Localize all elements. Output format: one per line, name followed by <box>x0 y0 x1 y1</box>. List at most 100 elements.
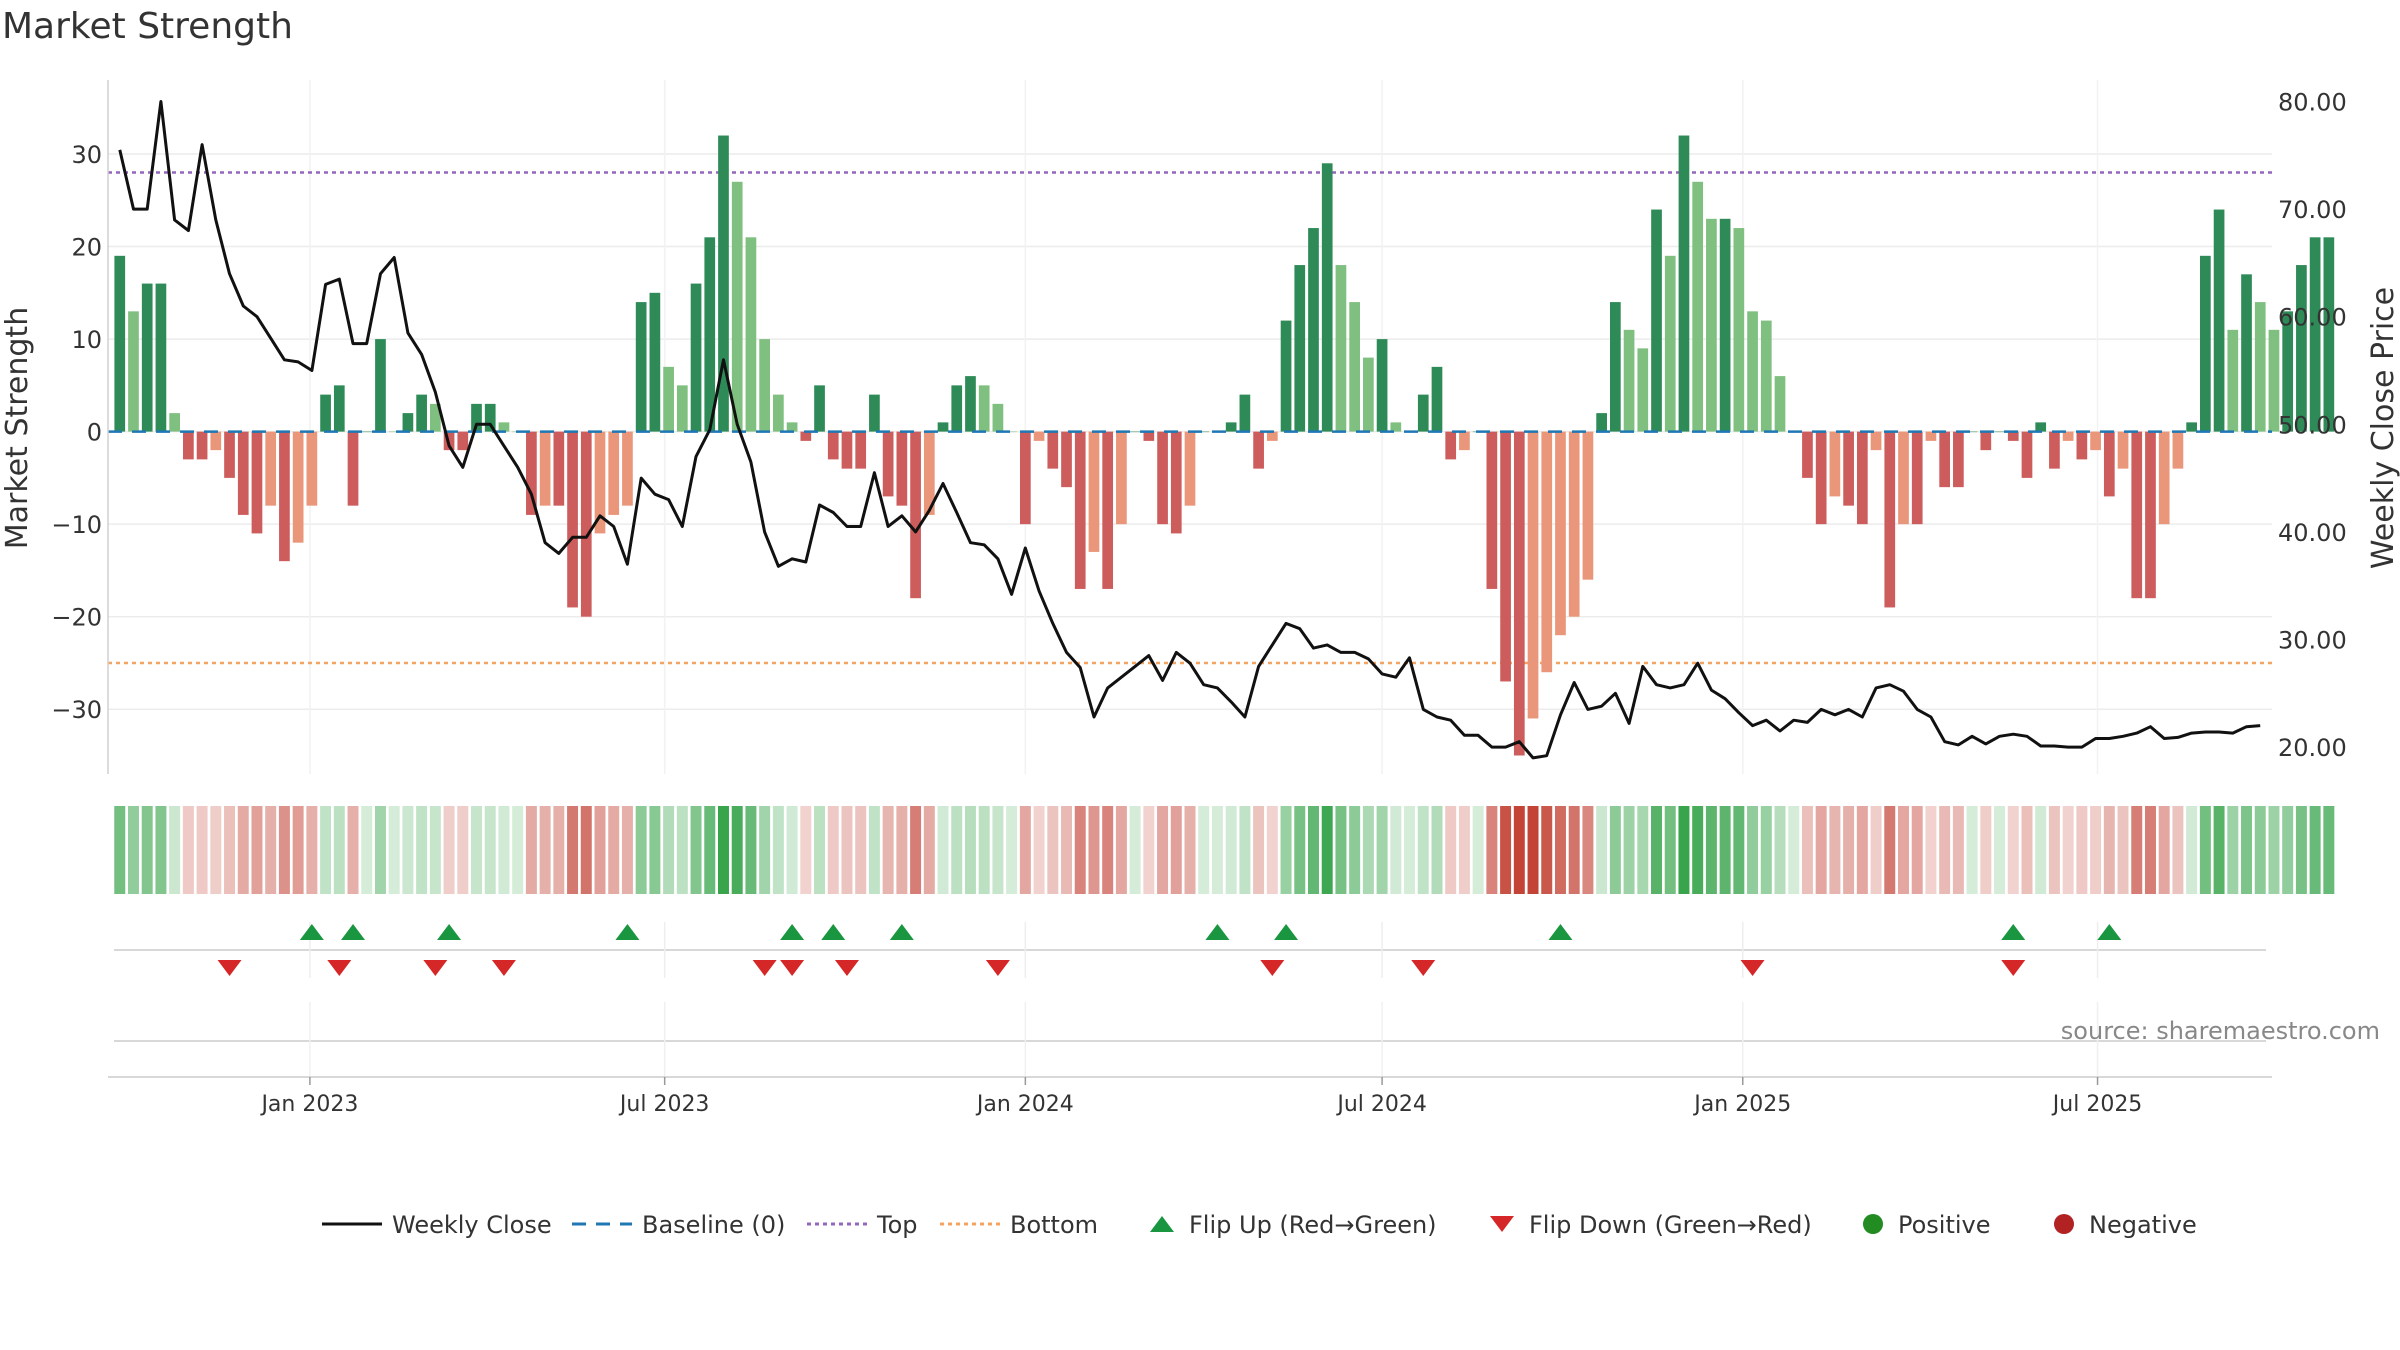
heat-cell <box>2241 806 2253 894</box>
x-tick-label: Jan 2023 <box>259 1092 358 1117</box>
y-tick-label-left: −20 <box>51 604 102 632</box>
strength-bar <box>1335 265 1347 432</box>
strength-bar <box>196 431 208 460</box>
strength-bar <box>2268 329 2280 432</box>
strength-bar <box>937 422 949 432</box>
heat-cell <box>292 806 304 894</box>
heat-cell <box>1061 806 1072 894</box>
legend-label: Positive <box>1898 1211 1991 1239</box>
x-tick-label: Jan 2025 <box>1692 1092 1791 1117</box>
heat-cell <box>265 806 277 894</box>
heat-cell <box>141 806 153 894</box>
heat-cell <box>745 806 757 894</box>
heat-cell <box>224 806 236 894</box>
heat-cell <box>1664 806 1676 894</box>
heat-cell <box>361 806 373 894</box>
strength-bar <box>1774 376 1786 432</box>
strength-bar <box>1006 431 1017 433</box>
strength-bar <box>676 385 688 432</box>
strength-bar <box>114 255 126 432</box>
heat-cell <box>937 806 949 894</box>
heat-cell <box>2172 806 2184 894</box>
heat-cell <box>2117 806 2129 894</box>
strength-bar <box>759 339 770 432</box>
strength-bar <box>1376 339 1388 432</box>
heat-cell <box>608 806 620 894</box>
strength-bar <box>306 431 318 506</box>
strength-bar <box>1664 255 1676 432</box>
strength-bar <box>1459 431 1470 451</box>
heat-cell <box>663 806 675 894</box>
strength-bar <box>1925 431 1937 441</box>
heat-cell <box>2021 806 2033 894</box>
strength-bar <box>1225 422 1237 432</box>
strength-bar <box>1719 218 1731 432</box>
legend-swatch <box>2054 1214 2074 1234</box>
axes: 30 20 10 0 −10 −20 −30 80.00 70.00 60.00 50.00 40.0… <box>51 80 2347 774</box>
heat-cell <box>443 806 455 894</box>
heat-cell <box>1211 806 1223 894</box>
heat-cell <box>1870 806 1882 894</box>
y-tick-label-left: 30 <box>71 141 102 169</box>
heat-cell <box>1458 806 1470 894</box>
strength-bar <box>2035 422 2047 432</box>
strength-bar <box>416 394 427 432</box>
heat-cell <box>402 806 414 894</box>
bottom-panel <box>114 1002 2266 1076</box>
heat-cell <box>1952 806 1964 894</box>
heat-cell <box>498 806 510 894</box>
heat-cell <box>1047 806 1059 894</box>
flip-down-marker <box>327 960 352 976</box>
heat-cell <box>1417 806 1429 894</box>
strength-bar <box>2213 209 2225 432</box>
strength-bar <box>855 431 867 469</box>
strength-bar <box>2062 431 2074 441</box>
strength-bar <box>526 431 537 515</box>
strength-bar <box>2296 265 2307 432</box>
strength-bar <box>594 431 606 534</box>
heat-cell <box>1349 806 1361 894</box>
strength-bar <box>923 431 935 515</box>
heat-cell <box>525 806 537 894</box>
strength-bar <box>800 431 812 441</box>
strength-bar <box>1266 431 1278 441</box>
heat-cell <box>182 806 194 894</box>
strength-bar <box>1308 228 1319 432</box>
flip-down-marker <box>985 960 1010 976</box>
heat-cell <box>1390 806 1402 894</box>
strength-bar <box>2007 431 2019 441</box>
heat-cell <box>1404 806 1416 894</box>
strength-bar <box>718 135 729 432</box>
heat-cell <box>1911 806 1923 894</box>
strength-bar <box>1527 431 1539 719</box>
heat-cell <box>1500 806 1512 894</box>
strength-bar <box>1431 366 1443 432</box>
heat-cell <box>896 806 908 894</box>
heat-cell <box>1994 806 2006 894</box>
strength-bar <box>1363 357 1374 432</box>
strength-bar <box>1623 329 1635 432</box>
heat-cell <box>127 806 139 894</box>
y-axis-label-right: Weekly Close Price <box>2366 287 2400 569</box>
y-tick-label-left: −30 <box>51 696 102 724</box>
strength-bar <box>704 237 716 432</box>
strength-bar <box>1116 431 1127 525</box>
heat-cell <box>2144 806 2156 894</box>
strength-bar <box>457 431 469 451</box>
strength-bar <box>1445 431 1457 460</box>
flip-up-marker <box>1274 924 1299 940</box>
strength-bar <box>279 431 290 562</box>
strength-bar <box>265 431 277 506</box>
heat-cell <box>1856 806 1868 894</box>
strength-bar <box>375 339 386 432</box>
strength-bar <box>1802 431 1813 478</box>
legend-item: Negative <box>2054 1211 2197 1239</box>
flip-up-marker <box>1205 924 1230 940</box>
heat-cell <box>1253 806 1265 894</box>
heat-cell <box>457 806 469 894</box>
heat-cell <box>1527 806 1539 894</box>
heat-cell <box>594 806 606 894</box>
heat-cell <box>1980 806 1992 894</box>
strength-bar <box>1129 431 1141 433</box>
